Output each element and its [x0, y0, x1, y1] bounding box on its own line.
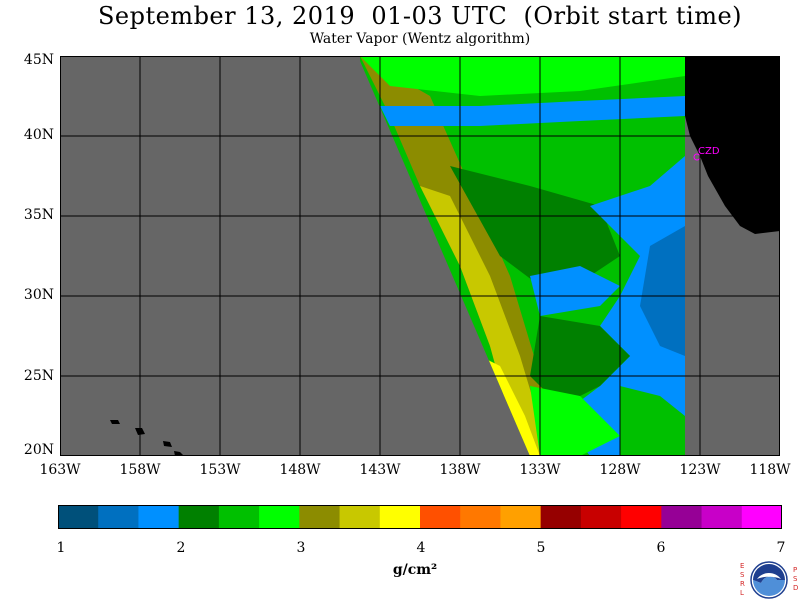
noaa-logo: E S R L P S D: [738, 560, 800, 600]
colorbar-label-5: 5: [536, 540, 546, 556]
hawaii-island-1: [110, 420, 120, 424]
logo-letter-s2: S: [793, 575, 798, 583]
hawaii-island-3: [163, 441, 172, 447]
lon-label-118w: 118W: [749, 462, 791, 478]
colorbar-segment: [138, 505, 180, 529]
colorbar-segment: [500, 505, 542, 529]
colorbar-segment: [58, 505, 99, 529]
colorbar-label-1: 1: [56, 540, 66, 556]
lon-label-158w: 158W: [119, 462, 161, 478]
logo-letter-e: E: [740, 562, 745, 570]
colorbar-segment: [701, 505, 743, 529]
logo-letter-s: S: [740, 571, 745, 579]
colorbar-segment: [741, 505, 782, 529]
colorbar-segment: [540, 505, 582, 529]
lon-label-153w: 153W: [199, 462, 241, 478]
colorbar-segments: [58, 505, 782, 529]
lat-label-45n: 45N: [23, 52, 54, 68]
station-label: CZD: [698, 146, 720, 157]
lat-label-25n: 25N: [23, 368, 54, 384]
lon-label-138w: 138W: [439, 462, 481, 478]
lat-label-35n: 35N: [23, 207, 54, 223]
colorbar-segment: [621, 505, 662, 529]
colorbar-segment: [98, 505, 139, 529]
land-mass: [685, 56, 780, 234]
lat-label-20n: 20N: [23, 442, 54, 458]
lon-label-148w: 148W: [279, 462, 321, 478]
logo-letter-d: D: [793, 584, 799, 592]
lon-label-123w: 123W: [679, 462, 721, 478]
colorbar-segment: [580, 505, 622, 529]
satellite-swath: [360, 56, 685, 456]
lon-label-128w: 128W: [599, 462, 641, 478]
colorbar-label-4: 4: [416, 540, 426, 556]
colorbar-label-2: 2: [176, 540, 186, 556]
colorbar-segment: [460, 505, 501, 529]
colorbar-segment: [259, 505, 300, 529]
lat-label-40n: 40N: [23, 127, 54, 143]
noaa-emblem-icon: [750, 561, 788, 599]
logo-letter-l: L: [740, 589, 744, 597]
logo-letter-r: R: [740, 580, 745, 588]
water-vapor-map: [60, 56, 780, 456]
colorbar-label-7: 7: [776, 540, 786, 556]
hawaii-island-4: [174, 451, 184, 456]
map-frame: [60, 56, 780, 456]
colorbar-frame: [58, 505, 782, 529]
colorbar-segment: [420, 505, 461, 529]
logo-letter-p: P: [793, 566, 798, 574]
colorbar-label-6: 6: [656, 540, 666, 556]
colorbar-segment: [339, 505, 381, 529]
lon-label-133w: 133W: [519, 462, 561, 478]
map-title: September 13, 2019 01-03 UTC (Orbit star…: [97, 2, 743, 30]
lat-label-30n: 30N: [23, 287, 54, 303]
units-label: g/cm²: [392, 562, 438, 578]
colorbar-segment: [661, 505, 703, 529]
colorbar-segment: [218, 505, 260, 529]
colorbar-segment: [379, 505, 421, 529]
grid-lines: [60, 56, 780, 456]
colorbar-segment: [299, 505, 341, 529]
map-subtitle: Water Vapor (Wentz algorithm): [309, 31, 531, 47]
colorbar: [58, 505, 782, 529]
lon-label-163w: 163W: [39, 462, 81, 478]
colorbar-label-3: 3: [296, 540, 306, 556]
lon-label-143w: 143W: [359, 462, 401, 478]
colorbar-segment: [178, 505, 220, 529]
